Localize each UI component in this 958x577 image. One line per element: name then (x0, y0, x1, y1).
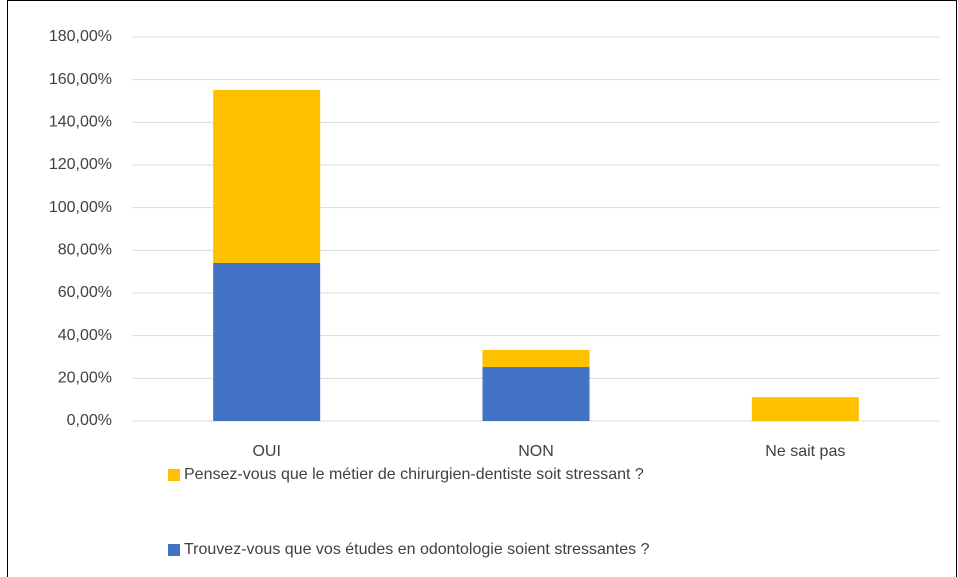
legend-label: Trouvez-vous que vos études en odontolog… (184, 541, 650, 558)
y-tick-label: 80,00% (58, 242, 112, 259)
y-tick-label: 120,00% (49, 156, 112, 173)
legend-swatch (168, 469, 180, 481)
bar-segment (482, 367, 590, 421)
y-tick-label: 20,00% (58, 370, 112, 387)
x-tick-label: Ne sait pas (765, 443, 845, 460)
x-tick-label: OUI (252, 443, 280, 460)
bar-segment (213, 89, 321, 263)
legend-label: Pensez-vous que le métier de chirurgien-… (184, 466, 644, 483)
x-tick-label: NON (518, 443, 554, 460)
y-tick-label: 0,00% (67, 412, 112, 429)
y-tick-label: 60,00% (58, 284, 112, 301)
bar-segment (482, 349, 590, 368)
y-tick-label: 140,00% (49, 114, 112, 131)
y-tick-label: 100,00% (49, 199, 112, 216)
chart-frame (7, 0, 957, 577)
y-tick-label: 160,00% (49, 71, 112, 88)
bar-segment (751, 397, 859, 421)
legend-swatch (168, 544, 180, 556)
y-tick-label: 180,00% (49, 28, 112, 45)
y-tick-label: 40,00% (58, 327, 112, 344)
bar-segment (213, 262, 321, 421)
